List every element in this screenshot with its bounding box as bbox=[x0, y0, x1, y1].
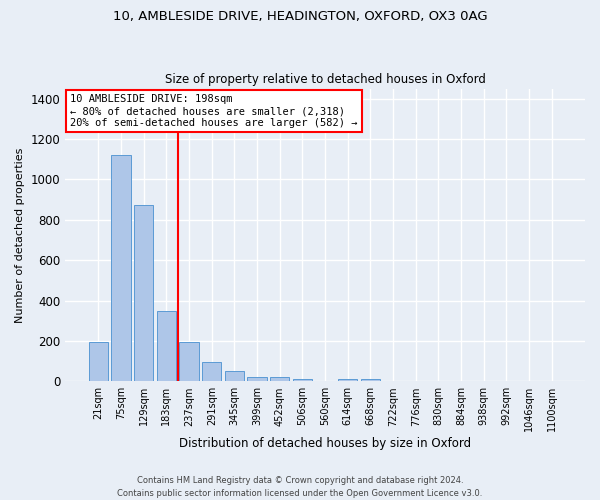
Bar bbox=[247, 377, 267, 382]
Bar bbox=[134, 204, 154, 382]
Bar bbox=[270, 378, 289, 382]
Bar bbox=[293, 378, 312, 382]
Bar bbox=[225, 371, 244, 382]
Bar bbox=[202, 362, 221, 382]
X-axis label: Distribution of detached houses by size in Oxford: Distribution of detached houses by size … bbox=[179, 437, 471, 450]
Text: 10 AMBLESIDE DRIVE: 198sqm
← 80% of detached houses are smaller (2,318)
20% of s: 10 AMBLESIDE DRIVE: 198sqm ← 80% of deta… bbox=[70, 94, 358, 128]
Bar bbox=[338, 379, 358, 382]
Text: Contains HM Land Registry data © Crown copyright and database right 2024.
Contai: Contains HM Land Registry data © Crown c… bbox=[118, 476, 482, 498]
Bar bbox=[179, 342, 199, 382]
Bar bbox=[157, 310, 176, 382]
Bar bbox=[89, 342, 108, 382]
Text: 10, AMBLESIDE DRIVE, HEADINGTON, OXFORD, OX3 0AG: 10, AMBLESIDE DRIVE, HEADINGTON, OXFORD,… bbox=[113, 10, 487, 23]
Title: Size of property relative to detached houses in Oxford: Size of property relative to detached ho… bbox=[164, 73, 485, 86]
Bar bbox=[361, 379, 380, 382]
Bar bbox=[112, 155, 131, 382]
Y-axis label: Number of detached properties: Number of detached properties bbox=[15, 148, 25, 322]
